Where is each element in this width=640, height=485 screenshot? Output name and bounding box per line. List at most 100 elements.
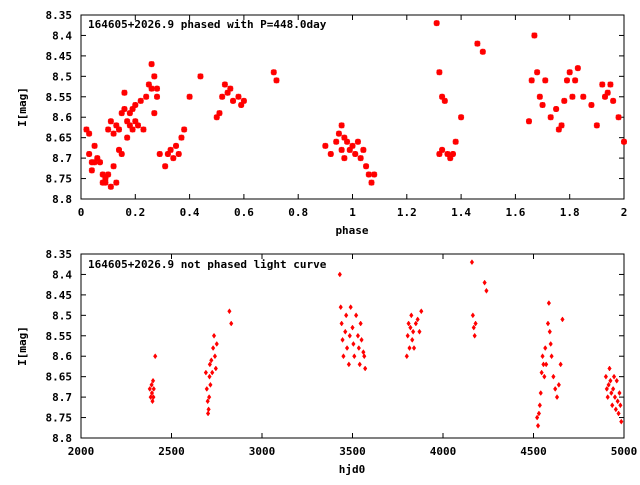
unphased-data-point — [153, 353, 158, 360]
unphased-y-tick-label: 8.4 — [52, 268, 72, 281]
unphased-data-point — [214, 341, 219, 347]
phased-data-point — [102, 175, 109, 182]
phased-data-point — [216, 110, 223, 117]
unphased-data-point — [605, 394, 610, 401]
phased-data-point — [197, 73, 204, 80]
phased-data-point — [534, 69, 541, 76]
unphased-data-point — [540, 353, 545, 360]
unphased-data-point — [618, 402, 623, 409]
unphased-data-point — [548, 341, 553, 347]
unphased-data-point — [611, 386, 616, 392]
phased-data-point — [563, 77, 570, 84]
unphased-y-tick-label: 8.6 — [52, 350, 72, 363]
unphased-data-point — [409, 312, 414, 319]
phased-data-point — [143, 93, 150, 100]
phased-data-point — [91, 159, 98, 166]
unphased-data-point — [536, 410, 542, 417]
phased-data-point — [553, 106, 560, 113]
unphased-data-point — [484, 287, 489, 294]
unphased-chart-title: 164605+2026.9 not phased light curve — [88, 258, 327, 271]
phased-data-point — [238, 101, 245, 108]
phased-x-tick-label: 0.8 — [288, 206, 308, 219]
phased-data-point — [341, 134, 348, 141]
unphased-y-axis-label: I[mag] — [16, 326, 29, 366]
unphased-data-point — [469, 259, 475, 266]
phased-data-point — [569, 93, 576, 100]
phased-data-point — [368, 179, 375, 186]
unphased-data-point — [542, 373, 547, 380]
unphased-data-point — [471, 324, 476, 331]
phased-data-point — [574, 65, 581, 72]
unphased-light-curve-panel: 2000 2500 3000 3500 4000 4500 5000 8.35 8.4 8.45 8… — [16, 248, 637, 476]
unphased-plot-frame — [80, 253, 625, 439]
phased-y-tick-label: 8.4 — [52, 29, 72, 42]
phased-data-point — [221, 81, 228, 88]
phased-data-point — [137, 97, 144, 104]
phased-x-tick-label: 1.8 — [560, 206, 580, 219]
phased-data-point — [444, 151, 451, 158]
unphased-data-point — [229, 320, 234, 327]
unphased-data-point — [417, 328, 422, 335]
unphased-data-point — [472, 332, 477, 339]
phased-data-point — [433, 20, 440, 27]
phased-data-point — [148, 85, 155, 92]
phased-data-point — [452, 138, 459, 145]
phased-data-point — [458, 114, 465, 121]
unphased-data-point — [357, 361, 362, 368]
phased-data-point — [121, 89, 128, 96]
unphased-data-point — [617, 390, 622, 396]
unphased-data-point — [203, 369, 208, 376]
phased-y-tick-label: 8.75 — [46, 173, 73, 186]
phased-data-point — [235, 93, 242, 100]
unphased-data-point — [551, 373, 556, 380]
phased-data-points — [83, 20, 628, 190]
unphased-y-tick-label: 8.65 — [46, 371, 73, 384]
unphased-data-point — [209, 357, 214, 364]
unphased-data-point — [344, 345, 350, 351]
phased-data-point — [439, 93, 446, 100]
unphased-data-point — [535, 422, 541, 429]
unphased-data-point — [207, 373, 212, 380]
phased-data-point — [365, 171, 372, 178]
phased-data-point — [105, 171, 112, 178]
unphased-data-point — [207, 361, 212, 368]
unphased-data-point — [558, 361, 563, 368]
phased-data-point — [555, 126, 562, 133]
unphased-data-point — [147, 386, 152, 392]
phased-data-point — [620, 138, 628, 145]
unphased-data-point — [204, 386, 209, 392]
unphased-data-point — [210, 369, 215, 376]
unphased-data-point — [556, 381, 561, 388]
phased-x-tick-label: 2 — [621, 206, 628, 219]
phased-data-point — [230, 97, 237, 104]
unphased-data-point — [227, 308, 232, 315]
unphased-data-point — [603, 373, 609, 380]
unphased-data-point — [543, 345, 548, 351]
unphased-data-point — [616, 410, 621, 417]
phased-data-point — [610, 97, 617, 104]
phased-y-tick-label: 8.7 — [52, 152, 72, 165]
unphased-y-tick-label: 8.55 — [46, 330, 73, 343]
phased-data-point — [558, 122, 565, 129]
phased-data-point — [213, 114, 220, 121]
unphased-x-tick-label: 4000 — [430, 445, 457, 458]
unphased-data-point — [411, 328, 416, 335]
unphased-data-point — [612, 394, 618, 401]
phased-data-point — [110, 130, 117, 137]
phased-data-point — [178, 134, 185, 141]
phased-data-point — [129, 126, 136, 133]
unphased-data-point — [535, 414, 540, 421]
unphased-data-point — [611, 373, 617, 380]
phased-y-tick-label: 8.8 — [52, 193, 72, 206]
unphased-data-point — [609, 390, 614, 396]
unphased-data-point — [352, 353, 357, 360]
phased-data-point — [338, 146, 345, 153]
phased-data-point — [162, 163, 169, 170]
phased-data-point — [132, 101, 139, 108]
unphased-y-tick-label: 8.35 — [46, 248, 73, 261]
phased-x-tick-label: 1.4 — [451, 206, 471, 219]
phased-data-point — [118, 151, 125, 158]
unphased-data-point — [362, 353, 367, 360]
phased-y-tick-label: 8.55 — [46, 91, 73, 104]
phased-data-point — [531, 32, 538, 39]
